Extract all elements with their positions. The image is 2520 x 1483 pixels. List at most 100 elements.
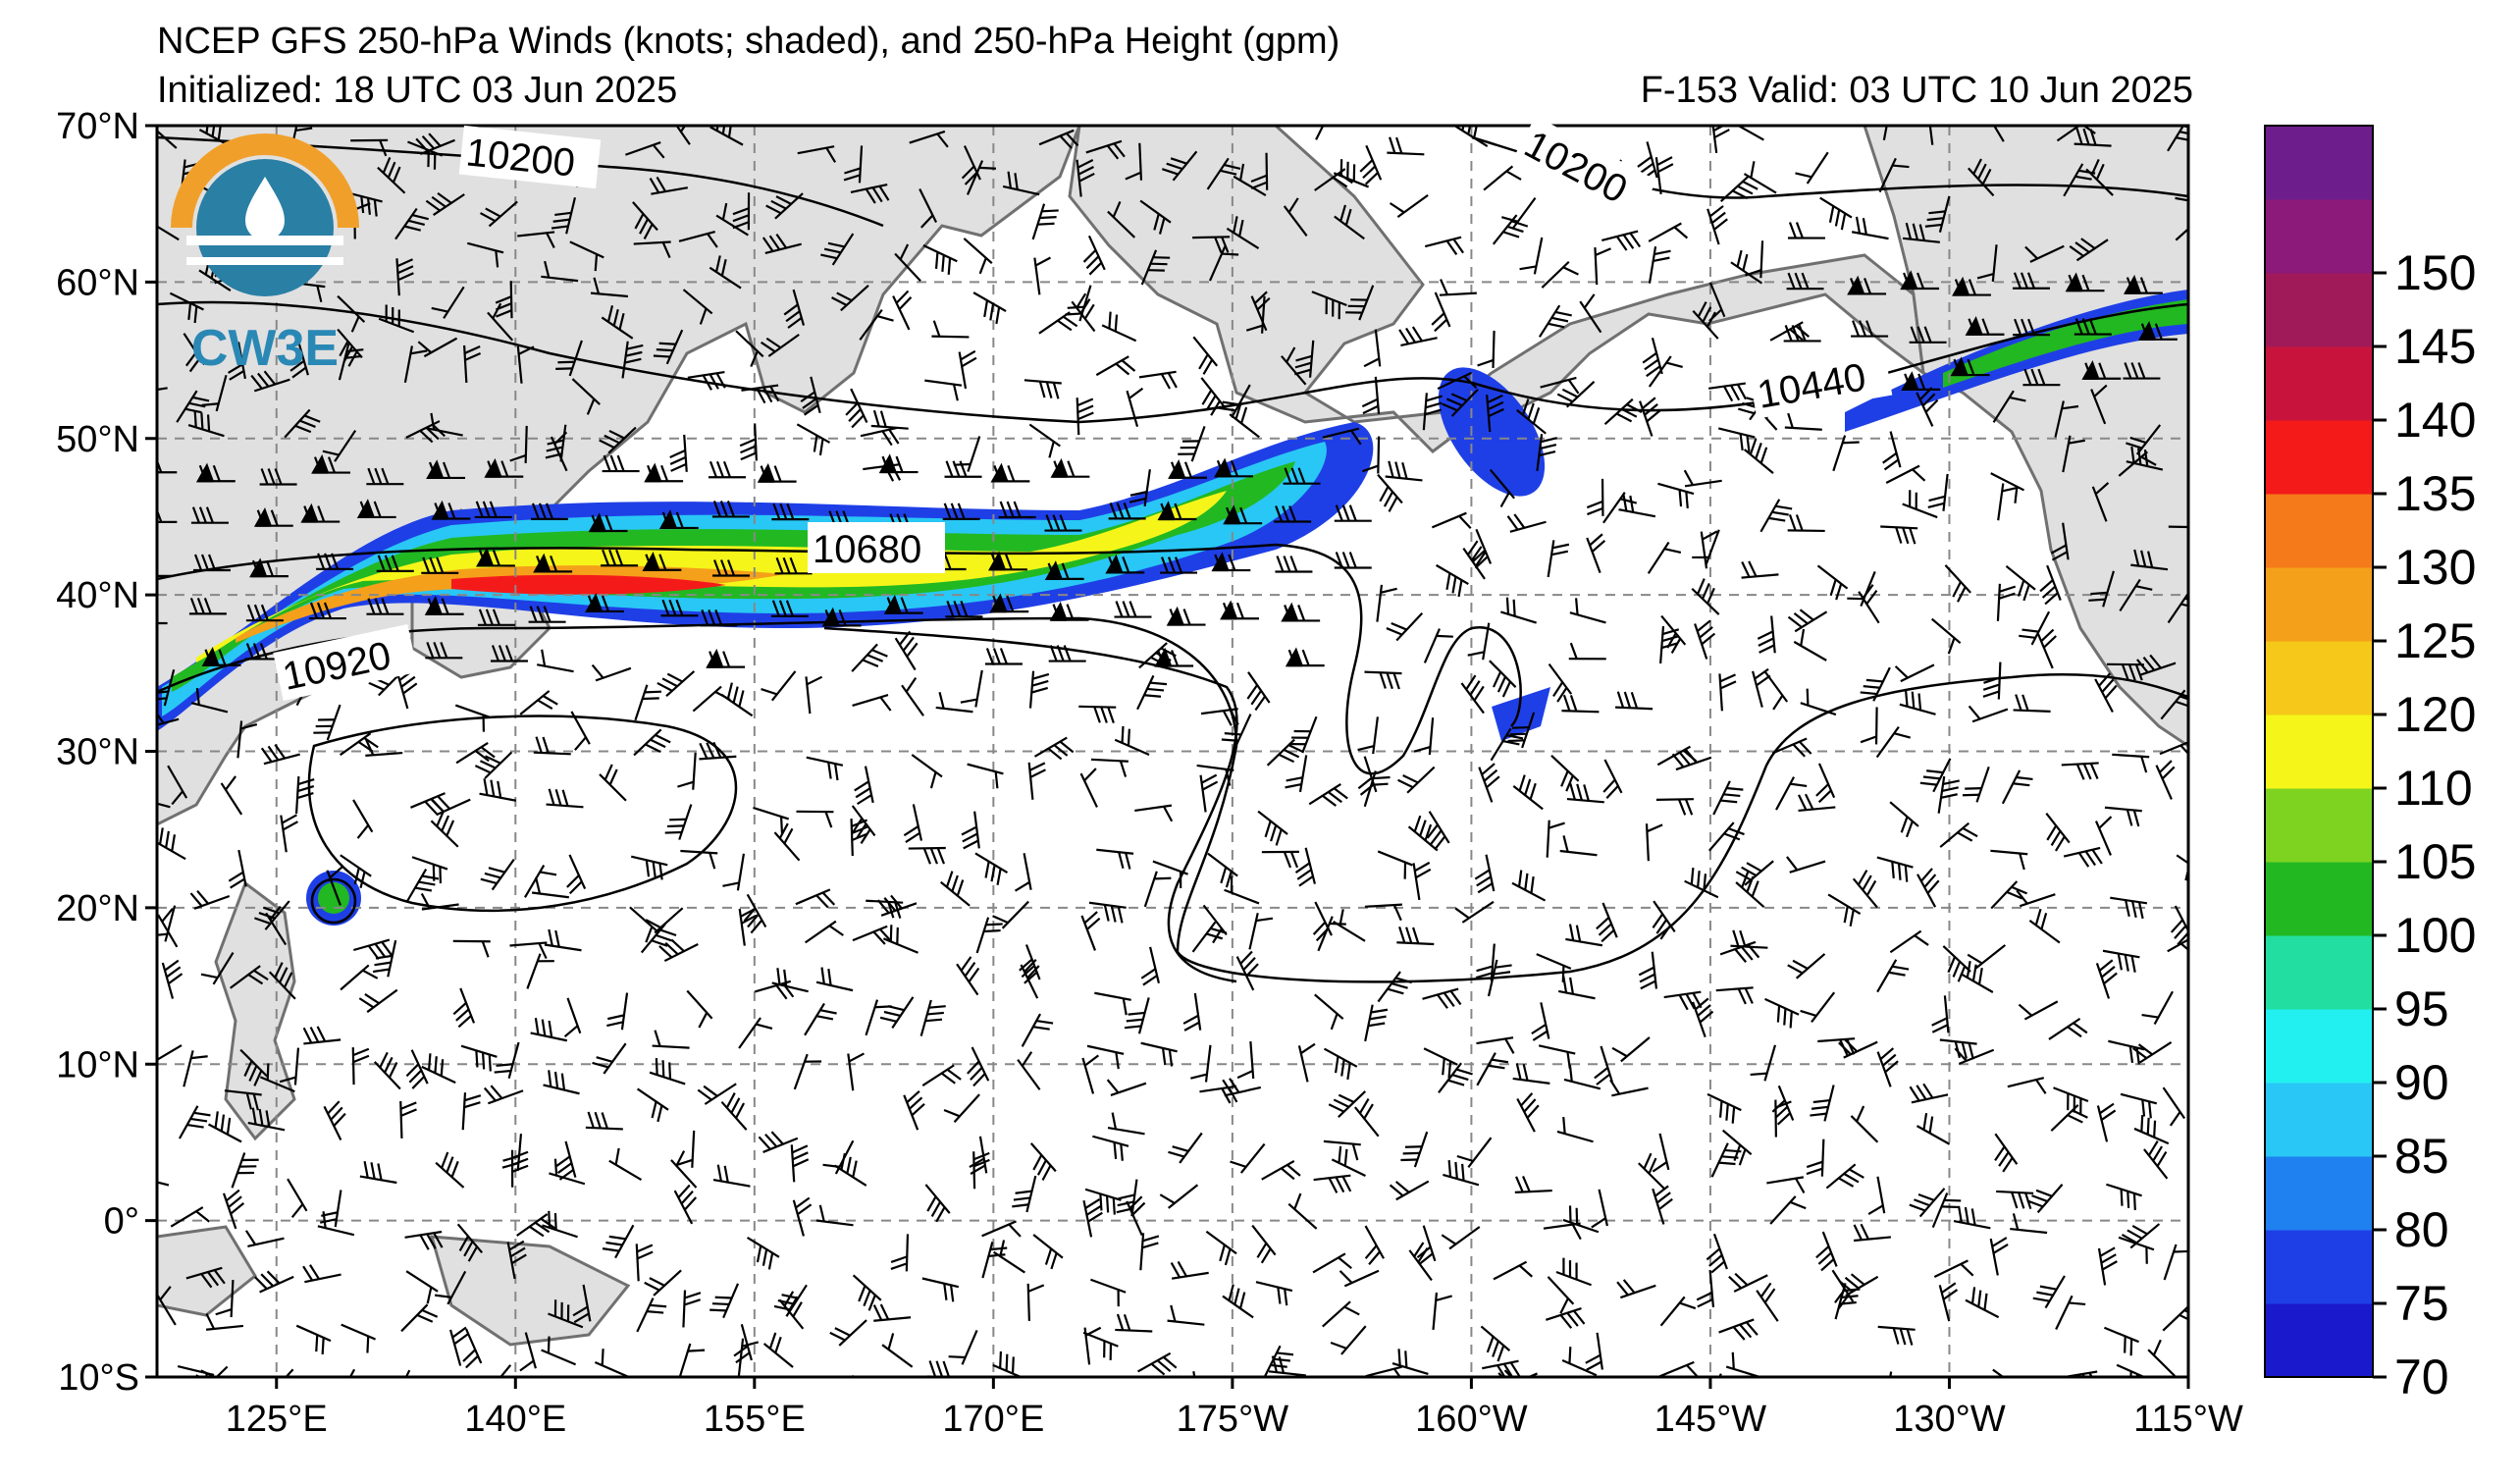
wind-barb bbox=[924, 1184, 951, 1223]
wind-barb bbox=[1426, 811, 1450, 851]
wind-barb bbox=[1899, 689, 1936, 715]
wind-barb bbox=[1775, 776, 1808, 811]
wind-barb bbox=[1919, 758, 1952, 793]
wind-barb bbox=[1407, 815, 1439, 852]
wind-barb bbox=[633, 728, 671, 757]
colorbar-tick-label: 95 bbox=[2394, 981, 2449, 1036]
wind-barb bbox=[1602, 759, 1623, 800]
wind-barb bbox=[1787, 609, 1828, 633]
wind-barb bbox=[1364, 1225, 1385, 1265]
wind-barb bbox=[1140, 1041, 1178, 1067]
wind-barb bbox=[1876, 856, 1914, 882]
wind-barb bbox=[1652, 1185, 1673, 1225]
wind-barb bbox=[1206, 157, 1241, 190]
wind-barb bbox=[1314, 993, 1344, 1031]
wind-barb bbox=[1810, 1085, 1835, 1122]
wind-barb bbox=[467, 241, 504, 268]
wind-barb bbox=[1397, 766, 1436, 794]
wind-barb bbox=[847, 1052, 865, 1091]
wind-barb bbox=[2097, 1246, 2118, 1286]
wind-barb bbox=[1082, 1331, 1119, 1360]
wind-barb bbox=[1191, 921, 1228, 953]
wind-barb bbox=[2032, 1275, 2066, 1309]
wind-barb bbox=[1266, 738, 1305, 767]
wind-barb bbox=[2124, 274, 2163, 294]
wind-barb bbox=[2056, 126, 2096, 142]
wind-barb bbox=[1294, 847, 1316, 887]
wind-barb bbox=[461, 1092, 482, 1131]
wind-barb bbox=[2141, 990, 2174, 1026]
wind-barb bbox=[850, 819, 868, 857]
wind-barb bbox=[563, 997, 582, 1038]
wind-barb bbox=[1377, 971, 1413, 1003]
wind-barb bbox=[806, 756, 844, 781]
wind-barb bbox=[510, 1149, 529, 1188]
wind-barb bbox=[1345, 285, 1375, 321]
wind-barb bbox=[378, 304, 415, 334]
wind-barb bbox=[854, 766, 874, 806]
wind-barb bbox=[1960, 961, 1994, 993]
wind-barb bbox=[1569, 598, 1606, 624]
wind-barb bbox=[585, 593, 624, 613]
colorbar-segment bbox=[2265, 935, 2373, 1010]
wind-barb bbox=[2106, 1183, 2142, 1210]
wind-barb bbox=[1199, 773, 1219, 813]
wind-barb bbox=[883, 594, 923, 614]
wind-barb bbox=[1707, 821, 1745, 852]
wind-barb bbox=[1718, 427, 1756, 452]
wind-barb bbox=[1443, 1160, 1480, 1187]
wind-barb bbox=[452, 987, 476, 1029]
wind-barb bbox=[483, 1085, 524, 1105]
wind-barb bbox=[1363, 329, 1382, 368]
wind-barb bbox=[972, 291, 1007, 325]
wind-barb bbox=[516, 1213, 555, 1238]
wind-barb bbox=[1565, 924, 1603, 947]
wind-barb bbox=[1377, 473, 1403, 512]
wind-barb bbox=[1114, 725, 1150, 757]
wind-barb bbox=[1710, 1142, 1742, 1178]
wind-barb bbox=[903, 804, 923, 843]
wind-barb bbox=[1423, 628, 1453, 663]
wind-barb bbox=[1431, 291, 1451, 333]
wind-barb bbox=[2036, 628, 2057, 669]
wind-barb bbox=[1924, 195, 1951, 233]
wind-barb bbox=[316, 553, 354, 570]
wind-barb bbox=[1965, 315, 2005, 336]
wind-barb bbox=[892, 290, 913, 331]
wind-barb bbox=[1376, 584, 1397, 622]
wind-barb bbox=[1712, 780, 1744, 816]
wind-barb bbox=[942, 503, 980, 521]
wind-barb bbox=[2162, 1086, 2186, 1127]
wind-barb bbox=[2048, 1017, 2088, 1040]
wind-barb bbox=[625, 141, 665, 159]
wind-barb bbox=[1044, 514, 1082, 532]
wind-barb bbox=[1106, 1079, 1147, 1096]
colorbar-tick-label: 75 bbox=[2394, 1276, 2449, 1331]
colorbar-segment bbox=[2265, 494, 2373, 568]
wind-barb bbox=[222, 1189, 245, 1230]
colorbar-segment bbox=[2265, 1230, 2373, 1304]
wind-barb bbox=[676, 1130, 696, 1168]
wind-barb bbox=[2123, 362, 2161, 380]
wind-barb bbox=[1323, 1139, 1361, 1161]
wind-barb bbox=[1990, 849, 2028, 871]
wind-barb bbox=[169, 291, 204, 324]
wind-barb bbox=[517, 231, 555, 249]
wind-barb bbox=[1519, 237, 1544, 275]
wind-barb bbox=[1511, 870, 1547, 902]
wind-barb bbox=[673, 1184, 698, 1225]
wind-barb bbox=[1214, 457, 1253, 478]
wind-barb bbox=[797, 145, 837, 163]
wind-barb bbox=[1285, 647, 1325, 667]
colorbar-segment bbox=[2265, 641, 2373, 715]
wind-barb bbox=[793, 1053, 822, 1090]
wind-barb bbox=[1168, 1132, 1203, 1164]
wind-barb bbox=[903, 1090, 925, 1131]
wind-barb bbox=[1330, 1325, 1367, 1355]
wind-barb bbox=[992, 1240, 1025, 1274]
wind-barb bbox=[323, 1100, 346, 1140]
wind-barb bbox=[682, 1290, 702, 1328]
wind-barb bbox=[1902, 222, 1940, 243]
wind-barb bbox=[1460, 674, 1485, 715]
wind-barb bbox=[1211, 552, 1251, 572]
